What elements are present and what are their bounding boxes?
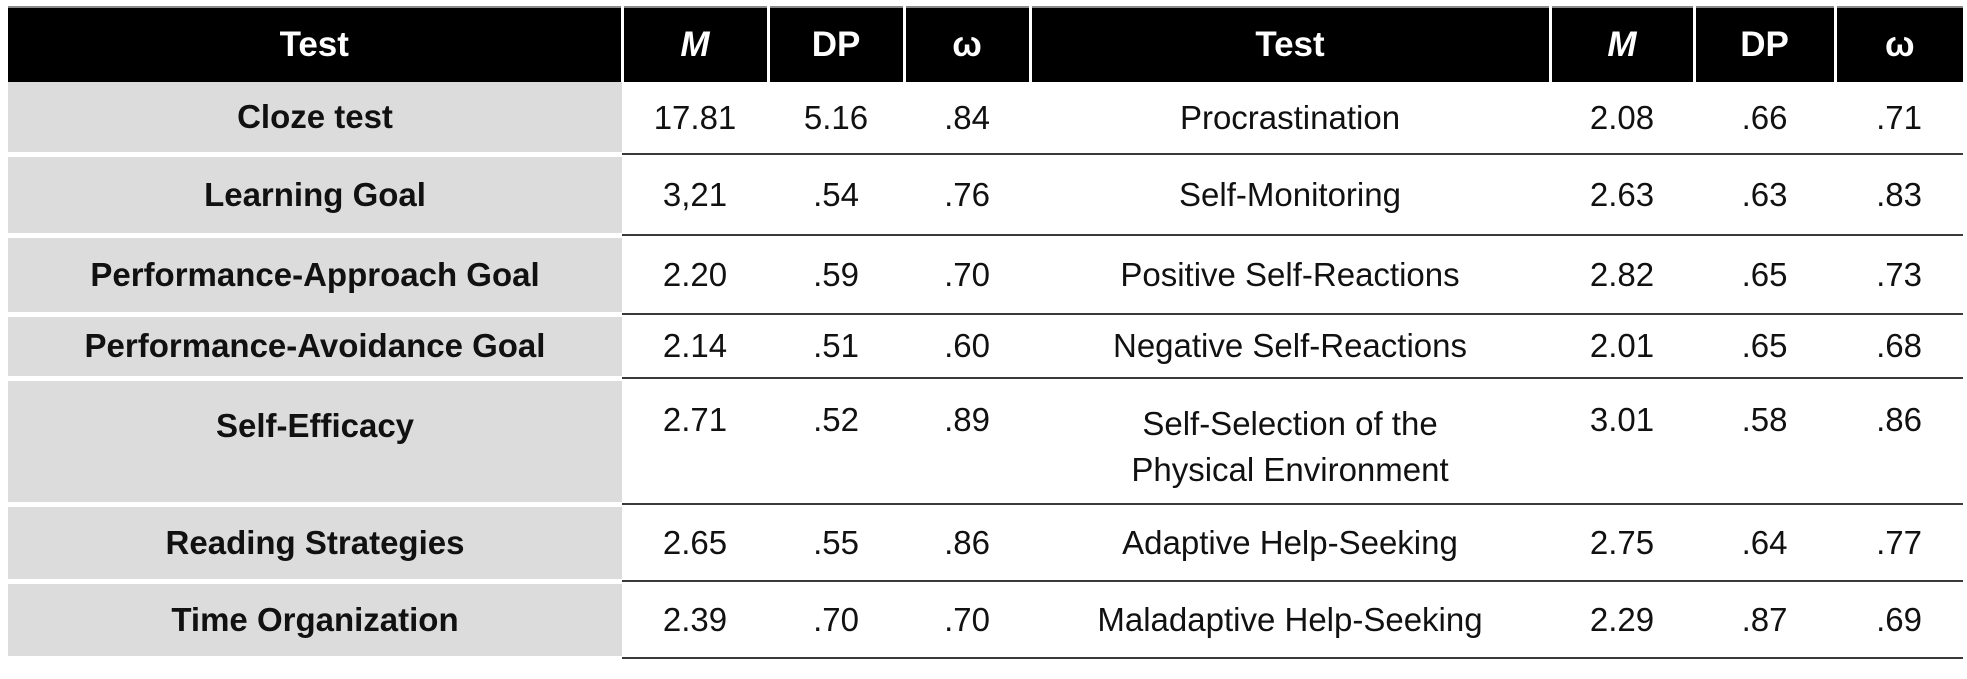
dp-cell: .59 [768,235,904,315]
omega-cell: .71 [1835,82,1963,155]
mean-cell: 2.39 [622,581,768,659]
column-header-dp-right: DP [1692,6,1835,82]
test-name-cell: Performance-Avoidance Goal [8,314,622,381]
table-row: Performance-Approach Goal 2.20 .59 .70 P… [8,235,1963,317]
test-name-cell: Self-Efficacy [8,378,622,507]
header-row: Test M DP ω Test M DP ω [8,6,1963,82]
column-header-mean-right: M [1548,6,1694,82]
descriptive-statistics-table: Test M DP ω Test M DP ω Cloze test 17.81… [8,6,1963,661]
omega-cell: .73 [1835,235,1963,315]
omega-cell: .83 [1835,154,1963,236]
mean-cell: 2.29 [1550,581,1694,659]
dp-cell: .65 [1694,235,1835,315]
table-row: Cloze test 17.81 5.16 .84 Procrastinatio… [8,82,1963,157]
mean-cell: 2.75 [1550,504,1694,582]
mean-cell: 3,21 [622,154,768,236]
dp-cell: .52 [768,378,904,505]
mean-cell: 2.82 [1550,235,1694,315]
omega-cell: .68 [1835,314,1963,379]
omega-cell: .86 [1835,378,1963,505]
omega-cell: .70 [904,235,1030,315]
column-header-mean-left: M [620,6,768,82]
mean-cell: 3.01 [1550,378,1694,505]
mean-cell: 2.01 [1550,314,1694,379]
table-row: Learning Goal 3,21 .54 .76 Self-Monitori… [8,154,1963,238]
table-row: Time Organization 2.39 .70 .70 Maladapti… [8,581,1963,661]
omega-cell: .89 [904,378,1030,505]
omega-cell: .84 [904,82,1030,155]
dp-cell: .51 [768,314,904,379]
test-name-cell: Reading Strategies [8,504,622,584]
test-name-cell: Adaptive Help-Seeking [1030,504,1550,582]
test-name-cell: Self-Monitoring [1030,154,1550,236]
dp-cell: .54 [768,154,904,236]
mean-cell: 2.65 [622,504,768,582]
test-name-cell: Positive Self-Reactions [1030,235,1550,315]
dp-cell: .87 [1694,581,1835,659]
dp-cell: .63 [1694,154,1835,236]
dp-cell: .55 [768,504,904,582]
mean-cell: 2.14 [622,314,768,379]
dp-cell: .65 [1694,314,1835,379]
omega-cell: .60 [904,314,1030,379]
table-row: Performance-Avoidance Goal 2.14 .51 .60 … [8,314,1963,381]
mean-cell: 2.08 [1550,82,1694,155]
test-name-cell: Learning Goal [8,154,622,238]
test-name-cell: Self-Selection of the Physical Environme… [1030,378,1550,505]
test-name-cell: Negative Self-Reactions [1030,314,1550,379]
dp-cell: .66 [1694,82,1835,155]
omega-cell: .86 [904,504,1030,582]
column-header-test-left: Test [8,6,622,82]
dp-cell: .64 [1694,504,1835,582]
table-body: Cloze test 17.81 5.16 .84 Procrastinatio… [8,82,1963,661]
table-row: Reading Strategies 2.65 .55 .86 Adaptive… [8,504,1963,584]
table-row: Self-Efficacy 2.71 .52 .89 Self-Selectio… [8,378,1963,507]
dp-cell: .70 [768,581,904,659]
test-name-cell: Time Organization [8,581,622,661]
column-header-test-right: Test [1028,6,1550,82]
test-name-cell: Cloze test [8,82,622,157]
omega-cell: .76 [904,154,1030,236]
omega-cell: .70 [904,581,1030,659]
test-name-cell: Maladaptive Help-Seeking [1030,581,1550,659]
column-header-dp-left: DP [766,6,904,82]
column-header-omega-left: ω [902,6,1030,82]
test-name-cell: Performance-Approach Goal [8,235,622,317]
dp-cell: .58 [1694,378,1835,505]
column-header-omega-right: ω [1833,6,1963,82]
omega-cell: .69 [1835,581,1963,659]
mean-cell: 2.71 [622,378,768,505]
omega-cell: .77 [1835,504,1963,582]
mean-cell: 2.20 [622,235,768,315]
mean-cell: 17.81 [622,82,768,155]
table-header: Test M DP ω Test M DP ω [8,6,1963,82]
dp-cell: 5.16 [768,82,904,155]
test-name-cell: Procrastination [1030,82,1550,155]
mean-cell: 2.63 [1550,154,1694,236]
